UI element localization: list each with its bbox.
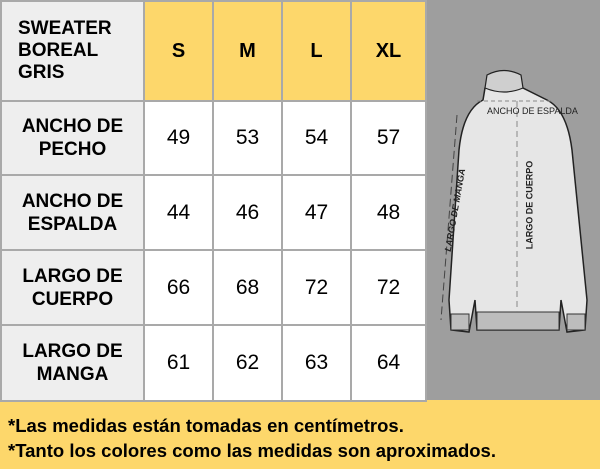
table-row: ANCHO DE PECHO 49 53 54 57	[0, 100, 427, 176]
row-label: ANCHO DE PECHO	[0, 100, 145, 176]
note-approx: *Tanto los colores como las medidas son …	[8, 440, 496, 461]
table-row: ANCHO DE ESPALDA 44 46 47 48	[0, 174, 427, 251]
sweater-diagram: ANCHO DE ESPALDA LARGO DE CUERPO LARGO D…	[427, 0, 600, 400]
row-label: LARGO DE CUERPO	[0, 249, 145, 326]
cell: 72	[281, 249, 352, 326]
size-header-s: S	[143, 0, 214, 102]
size-header-l: L	[281, 0, 352, 102]
cell: 44	[143, 174, 214, 251]
size-header-m: M	[212, 0, 283, 102]
cell: 49	[143, 100, 214, 176]
row-label: ANCHO DE ESPALDA	[0, 174, 145, 251]
product-title: SWEATER BOREAL GRIS	[0, 0, 145, 102]
size-header-xl: XL	[350, 0, 427, 102]
sweater-illustration	[440, 69, 588, 333]
largo-cuerpo-label: LARGO DE CUERPO	[524, 160, 535, 250]
cell: 46	[212, 174, 283, 251]
cell: 47	[281, 174, 352, 251]
table-row: LARGO DE CUERPO 66 68 72 72	[0, 249, 427, 326]
footnotes: *Las medidas están tomadas en centímetro…	[8, 413, 496, 463]
cell: 54	[281, 100, 352, 176]
cell: 68	[212, 249, 283, 326]
cell: 72	[350, 249, 427, 326]
cell: 48	[350, 174, 427, 251]
row-label: LARGO DE MANGA	[0, 324, 145, 402]
table-row: LARGO DE MANGA 61 62 63 64	[0, 324, 427, 402]
size-chart-table: SWEATER BOREAL GRIS S M L XL ANCHO DE PE…	[0, 0, 427, 402]
cell: 66	[143, 249, 214, 326]
cell: 62	[212, 324, 283, 402]
ancho-espalda-label: ANCHO DE ESPALDA	[487, 106, 578, 116]
cell: 61	[143, 324, 214, 402]
cell: 63	[281, 324, 352, 402]
cell: 57	[350, 100, 427, 176]
header-row: SWEATER BOREAL GRIS S M L XL	[0, 0, 427, 102]
note-units: *Las medidas están tomadas en centímetro…	[8, 415, 404, 436]
cell: 64	[350, 324, 427, 402]
cell: 53	[212, 100, 283, 176]
